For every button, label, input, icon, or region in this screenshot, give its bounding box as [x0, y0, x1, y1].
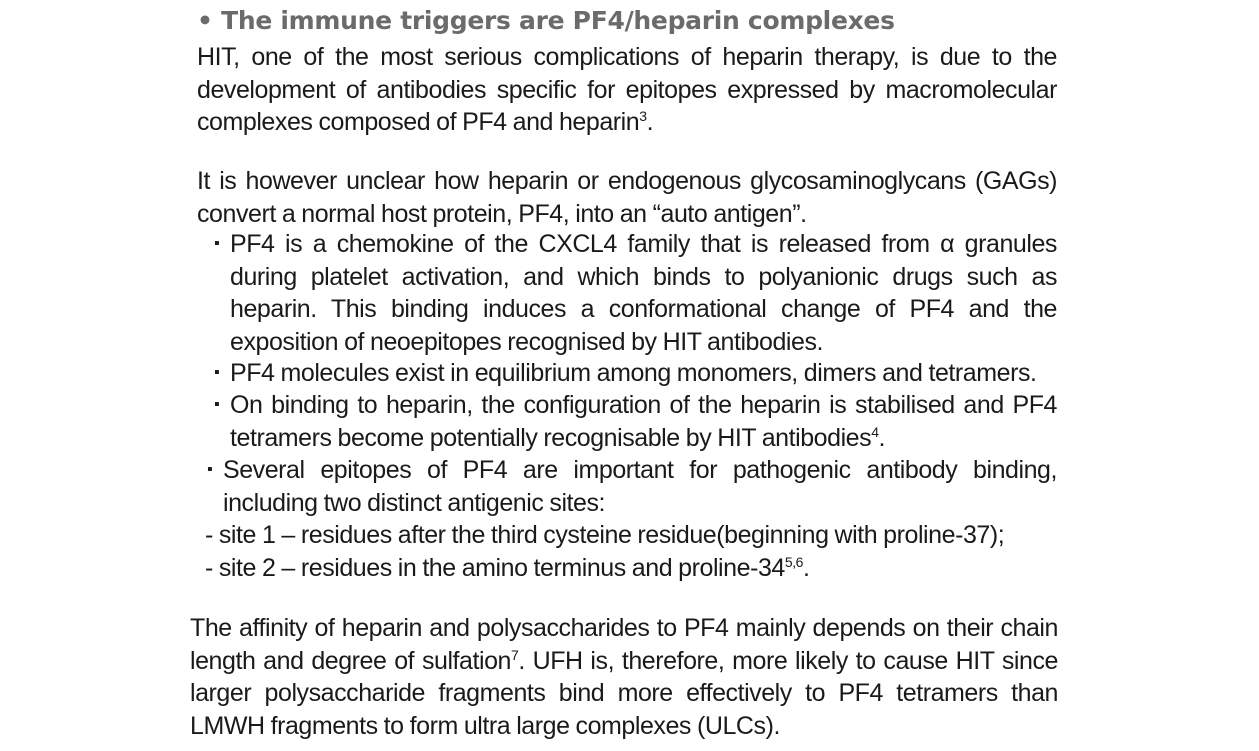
- bullet-item-equilibrium: ▪ PF4 molecules exist in equilibrium amon…: [214, 357, 1057, 390]
- paragraph-affinity-text: The affinity of heparin and polysacchari…: [190, 614, 1058, 675]
- bullet-text: Several epitopes of PF4 are important fo…: [223, 456, 1057, 517]
- bullet-end: .: [878, 423, 886, 452]
- site-item-2: - site 2 – residues in the amino terminu…: [205, 552, 810, 585]
- paragraph-question: It is however unclear how heparin or end…: [197, 167, 1057, 228]
- citation-ref: 3: [639, 108, 647, 124]
- bullet-square-icon: ▪: [214, 235, 220, 252]
- paragraph-end: .: [646, 108, 654, 136]
- bullet-item-epitopes: ▪ Several epitopes of PF4 are important f…: [207, 454, 1057, 519]
- paragraph-intro-text: HIT, one of the most serious complicatio…: [197, 43, 1057, 136]
- bullet-text: PF4 molecules exist in equilibrium among…: [230, 359, 1037, 387]
- citation-ref: 5,6: [784, 554, 804, 570]
- bullet-square-icon: ▪: [207, 461, 213, 478]
- citation-ref: 7: [511, 646, 519, 663]
- bullet-item-chemokine: ▪ PF4 is a chemokine of the CXCL4 family …: [214, 228, 1057, 358]
- bullet-text: PF4 is a chemokine of the CXCL4 family t…: [230, 230, 1057, 356]
- section-heading: • The immune triggers are PF4/heparin co…: [197, 6, 895, 35]
- site-end: .: [802, 554, 810, 582]
- bullet-text: On binding to heparin, the configuration…: [230, 391, 1057, 452]
- paragraph-affinity: The affinity of heparin and polysacchari…: [190, 612, 1058, 742]
- citation-ref: 4: [871, 423, 879, 440]
- site-text: - site 2 – residues in the amino terminu…: [205, 554, 785, 582]
- paragraph-intro: HIT, one of the most serious complicatio…: [197, 41, 1057, 139]
- bullet-item-binding: ▪ On binding to heparin, the configuratio…: [214, 389, 1057, 454]
- bullet-square-icon: ▪: [214, 396, 220, 413]
- paragraph-affinity-text-cont: . UFH is, therefore, more likely to caus…: [190, 646, 1058, 740]
- bullet-square-icon: ▪: [214, 364, 220, 381]
- site-item-1: - site 1 – residues after the third cyst…: [205, 521, 1005, 549]
